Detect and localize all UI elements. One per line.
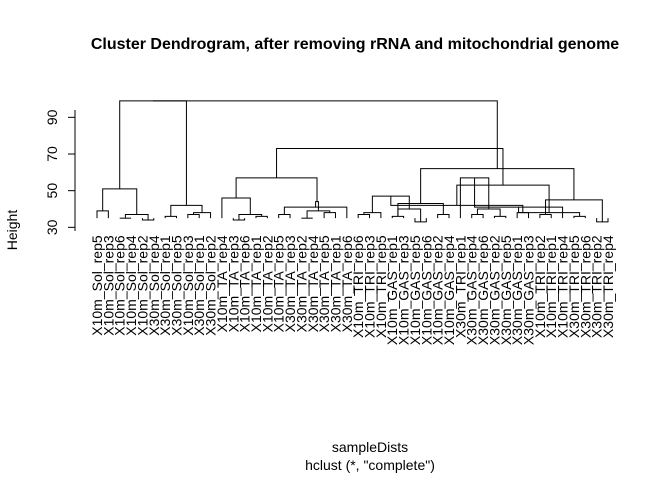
y-axis: 30 50 70 90 xyxy=(44,109,76,235)
leaf-label: X10m_TA_rep5 xyxy=(271,235,287,332)
leaf-label: X10m_TA_rep6 xyxy=(237,235,253,332)
leaf-label: X10m_GAS_rep6 xyxy=(418,235,434,345)
dendrogram-branch xyxy=(459,177,490,219)
dendrogram-branch xyxy=(539,214,552,219)
y-tick-label: 70 xyxy=(44,146,60,162)
leaf-label: X10m_GAS_rep2 xyxy=(430,235,446,345)
dendrogram-branch xyxy=(276,148,504,186)
leaf-label: X10m_TRI_rep1 xyxy=(543,235,559,338)
dendrogram-branch xyxy=(363,212,382,219)
leaf-label: X30m_TRI_rep5 xyxy=(566,235,582,338)
dendrogram-branch xyxy=(315,201,319,211)
leaf-label: X10m_TA_rep2 xyxy=(259,235,275,332)
dendrogram-branch xyxy=(397,208,422,222)
dendrogram-branches xyxy=(96,100,609,223)
leaf-label: X30m_TA_rep4 xyxy=(305,235,321,332)
dendrogram-branch xyxy=(221,197,251,219)
dendrogram-branch xyxy=(357,214,371,219)
leaf-label: X10m_TA_rep1 xyxy=(248,235,264,332)
dendrogram-branch xyxy=(255,215,268,219)
leaf-label: X30m_TA_rep3 xyxy=(282,235,298,332)
leaf-label: X10m_GAS_rep3 xyxy=(396,235,412,345)
leaf-label: X10m_TRI_rep5 xyxy=(373,235,389,338)
y-axis-label: Height xyxy=(4,210,20,251)
dendrogram-branch xyxy=(278,214,291,219)
leaf-label: X30m_TRI_rep2 xyxy=(589,235,605,338)
leaf-label: X30m_Sol_rep2 xyxy=(203,235,219,336)
leaf-label: X30m_TRI_rep1 xyxy=(452,235,468,338)
dendrogram-branch xyxy=(471,214,484,219)
leaf-label: X10m_Sol_rep2 xyxy=(134,235,150,336)
leaf-label: X30m_GAS_rep4 xyxy=(464,235,480,345)
leaf-label: X10m_GAS_rep4 xyxy=(441,235,457,345)
dendrogram-branch xyxy=(437,214,450,219)
dendrogram-branch xyxy=(420,168,575,204)
chart-title: Cluster Dendrogram, after removing rRNA … xyxy=(91,36,619,53)
leaf-label: X30m_GAS_rep6 xyxy=(475,235,491,345)
leaf-label: X30m_Sol_rep5 xyxy=(168,235,184,336)
dendrogram-branch xyxy=(493,215,507,219)
y-tick-label: 50 xyxy=(44,183,60,199)
leaf-label: X10m_GAS_rep1 xyxy=(384,235,400,345)
leaf-label: X30m_Sol_rep1 xyxy=(191,235,207,336)
dendrogram-branch xyxy=(545,199,603,222)
y-tick-label: 30 xyxy=(44,219,60,235)
leaf-label: X30m_TRI_rep6 xyxy=(577,235,593,338)
leaf-label: X10m_GAS_rep5 xyxy=(407,235,423,345)
leaf-label: X30m_GAS_rep3 xyxy=(521,235,537,345)
dendrogram-branch xyxy=(323,212,336,219)
leaf-label: X30m_TA_rep1 xyxy=(327,235,343,332)
leaf-label: X30m_GAS_rep1 xyxy=(509,235,525,345)
leaf-label: X30m_TRI_rep4 xyxy=(600,235,616,338)
leaf-label: X10m_TRI_rep3 xyxy=(362,235,378,338)
leaf-label: X10m_Sol_rep3 xyxy=(180,235,196,336)
leaf-label: X30m_Sol_rep4 xyxy=(146,235,162,336)
dendrogram-branch xyxy=(476,208,501,217)
leaf-label: X10m_Sol_rep3 xyxy=(100,235,116,336)
dendrogram-branch xyxy=(238,214,263,220)
dendrogram-branch xyxy=(153,100,498,169)
leaf-labels: X10m_Sol_rep5X10m_Sol_rep3X10m_Sol_rep6X… xyxy=(89,235,616,345)
leaf-label: X30m_GAS_rep2 xyxy=(486,235,502,345)
dendrogram-branch xyxy=(187,214,200,219)
leaf-label: X10m_TRI_rep6 xyxy=(350,235,366,338)
leaf-label: X30m_TA_rep6 xyxy=(339,235,355,332)
leaf-label: X30m_Sol_rep1 xyxy=(157,235,173,336)
leaf-label: X10m_Sol_rep4 xyxy=(123,235,139,336)
subtitle: hclust (*, "complete") xyxy=(305,457,435,473)
dendrogram-branch xyxy=(518,207,581,217)
dendrogram-branch xyxy=(164,215,177,219)
dendrogram-branch xyxy=(124,214,149,220)
leaf-label: X30m_TA_rep2 xyxy=(293,235,309,332)
leaf-label: X10m_TA_rep3 xyxy=(225,235,241,332)
dendrogram-branch xyxy=(306,210,331,219)
x-axis-label: sampleDists xyxy=(332,439,408,455)
leaf-label: X10m_Sol_rep6 xyxy=(112,235,128,336)
leaf-label: X10m_TRI_rep2 xyxy=(532,235,548,338)
dendrogram-branch xyxy=(573,215,586,219)
dendrogram-branch xyxy=(96,210,109,219)
dendrogram-branch xyxy=(283,206,348,219)
y-ticks: 30 50 70 90 xyxy=(44,109,75,235)
leaf-label: X10m_TA_rep4 xyxy=(214,235,230,332)
y-tick-label: 90 xyxy=(44,109,60,125)
dendrogram-branch xyxy=(193,212,212,219)
leaf-label: X10m_Sol_rep5 xyxy=(89,235,105,336)
leaf-label: X10m_TRI_rep4 xyxy=(555,235,571,338)
leaf-label: X30m_GAS_rep5 xyxy=(498,235,514,345)
dendrogram-branch xyxy=(391,215,405,219)
leaf-label: X30m_TA_rep5 xyxy=(316,235,332,332)
dendrogram-branch xyxy=(516,212,530,219)
dendrogram-branch xyxy=(119,100,187,206)
dendrogram-branch xyxy=(456,184,550,213)
